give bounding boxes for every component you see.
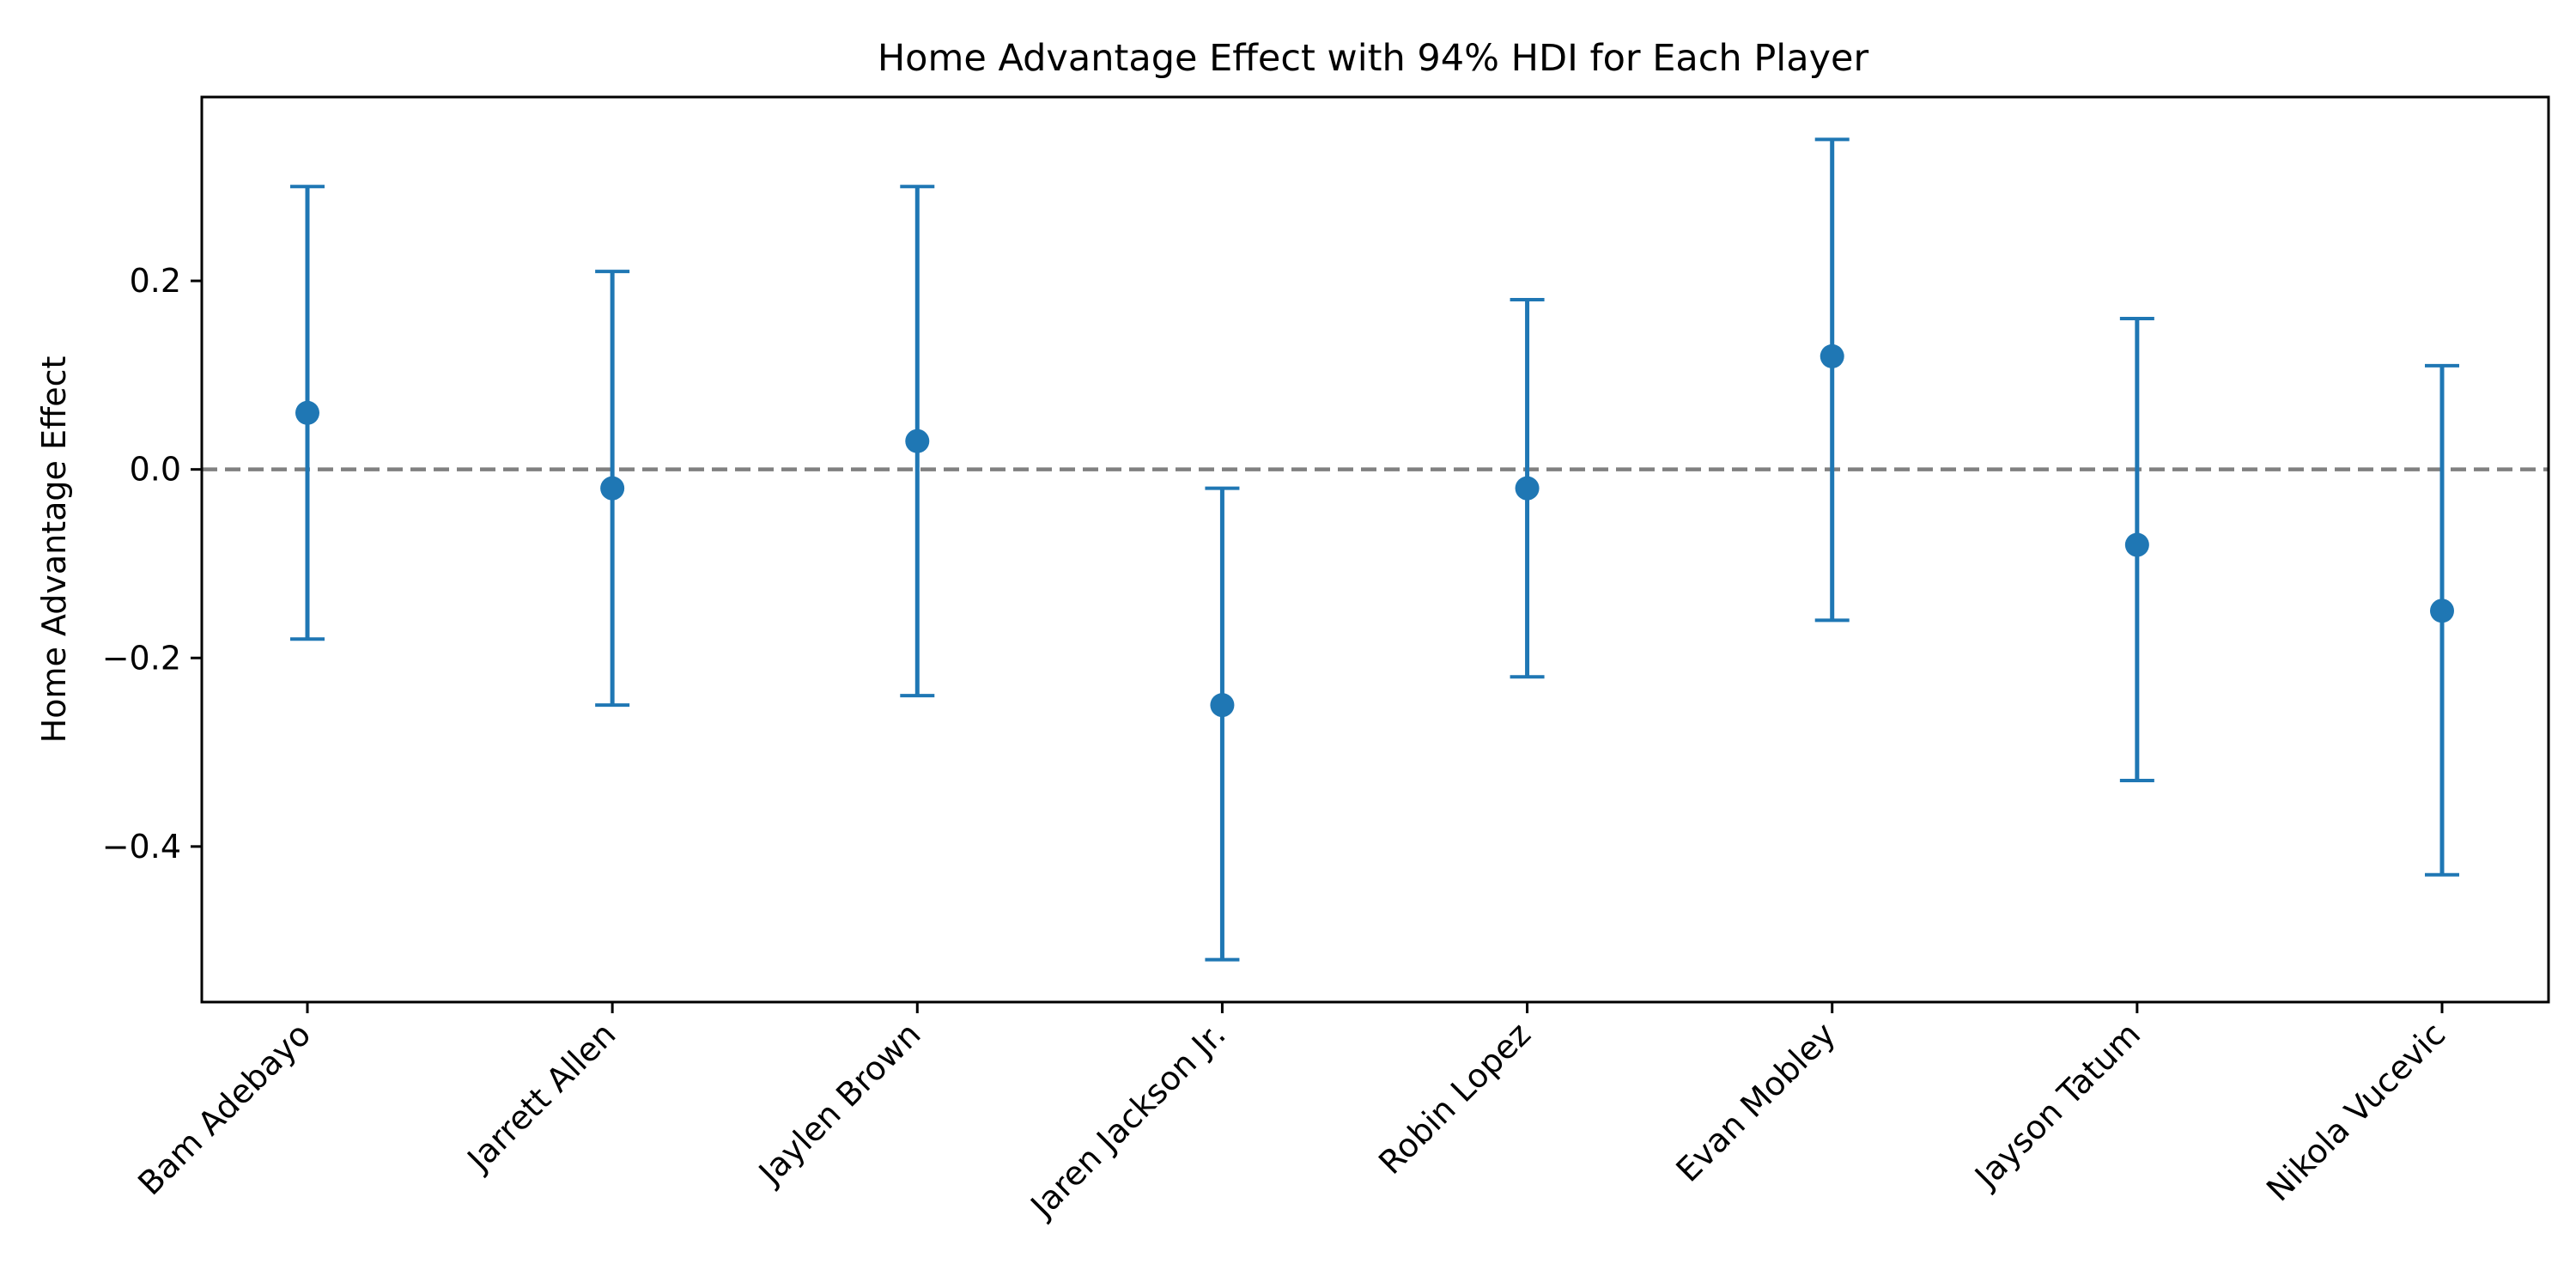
- data-point: [600, 476, 625, 501]
- x-tick-label: Jaren Jackson Jr.: [1023, 1015, 1233, 1225]
- x-tick-label: Jaylen Brown: [750, 1015, 928, 1193]
- x-axis-ticks: Bam Adebayo Jarrett Allen Jaylen Brown Jare…: [131, 1002, 2452, 1226]
- x-tick-label: Robin Lopez: [1371, 1015, 1538, 1182]
- x-tick-label: Jayson Tatum: [1966, 1015, 2148, 1196]
- y-tick-label: 0.2: [130, 262, 181, 300]
- data-point: [1210, 693, 1235, 718]
- y-tick-label: −0.2: [102, 639, 181, 677]
- data-point: [1515, 476, 1540, 501]
- data-point: [905, 428, 930, 453]
- x-tick-label: Jarrett Allen: [459, 1015, 623, 1179]
- data-point: [2124, 532, 2149, 557]
- y-axis-label: Home Advantage Effect: [35, 356, 73, 744]
- y-tick-label: −0.4: [102, 828, 181, 866]
- chart-title: Home Advantage Effect with 94% HDI for E…: [878, 37, 1869, 80]
- data-point: [2430, 598, 2454, 623]
- y-tick-label: 0.0: [130, 451, 181, 489]
- data-point: [295, 400, 319, 425]
- x-tick-label: Nikola Vucevic: [2259, 1015, 2452, 1208]
- data-point: [1820, 343, 1844, 368]
- x-tick-label: Evan Mobley: [1668, 1015, 1843, 1189]
- plot-area-frame: [200, 95, 2550, 1004]
- x-tick-label: Bam Adebayo: [131, 1015, 318, 1202]
- data-points: [295, 343, 2454, 718]
- y-axis-ticks: −0.4 −0.2 0.0 0.2: [102, 262, 202, 866]
